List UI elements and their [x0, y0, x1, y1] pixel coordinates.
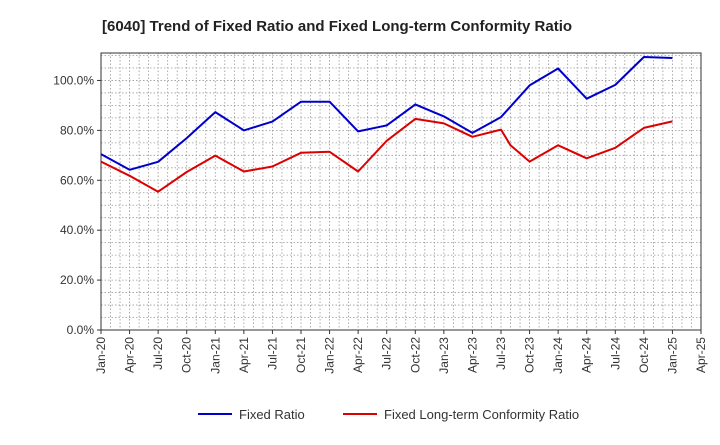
- grid-lines: [100, 53, 702, 330]
- y-tick-label: 100.0%: [53, 73, 94, 87]
- x-tick-label: Apr-24: [580, 337, 594, 373]
- x-tick-label: Apr-23: [465, 337, 479, 373]
- y-tick-label: 60.0%: [60, 173, 94, 187]
- x-tick-label: Oct-24: [637, 337, 651, 373]
- legend-label-1: Fixed Ratio: [239, 407, 305, 422]
- series-line-1: [100, 56, 673, 171]
- series-line-2: [100, 117, 673, 193]
- series-lines: [100, 56, 673, 193]
- x-tick-label: Jul-23: [494, 337, 508, 370]
- x-tick-label: Jul-22: [380, 337, 394, 370]
- x-tick-label: Jan-25: [665, 337, 679, 374]
- x-tick-label: Apr-25: [694, 337, 708, 373]
- x-tick-label: Apr-22: [351, 337, 365, 373]
- y-tick-label: 80.0%: [60, 123, 94, 137]
- x-tick-label: Apr-20: [123, 337, 137, 373]
- x-tick-label: Jan-24: [551, 337, 565, 374]
- axes: 0.0% 20.0% 40.0% 60.0% 80.0% 100.0% Jan-20 Apr-…: [53, 52, 708, 374]
- x-tick-label: Jul-20: [151, 337, 165, 370]
- y-tick-label: 20.0%: [60, 273, 94, 287]
- x-tick-label: Jan-20: [94, 337, 108, 374]
- x-tick-label: Oct-21: [294, 337, 308, 373]
- y-tick-label: 0.0%: [67, 323, 95, 337]
- legend: Fixed Ratio Fixed Long-term Conformity Ra…: [198, 407, 579, 422]
- legend-label-2: Fixed Long-term Conformity Ratio: [384, 407, 579, 422]
- x-tick-label: Oct-22: [408, 337, 422, 373]
- plot-frame: [100, 52, 702, 331]
- x-tick-label: Jul-21: [265, 337, 279, 370]
- x-tick-label: Jan-23: [437, 337, 451, 374]
- x-tick-label: Apr-21: [237, 337, 251, 373]
- x-tick-label: Jan-21: [208, 337, 222, 374]
- chart-title: [6040] Trend of Fixed Ratio and Fixed Lo…: [102, 18, 572, 35]
- x-tick-label: Oct-23: [523, 337, 537, 373]
- x-tick-label: Jan-22: [323, 337, 337, 374]
- y-tick-label: 40.0%: [60, 223, 94, 237]
- x-tick-label: Oct-20: [180, 337, 194, 373]
- x-tick-label: Jul-24: [608, 337, 622, 370]
